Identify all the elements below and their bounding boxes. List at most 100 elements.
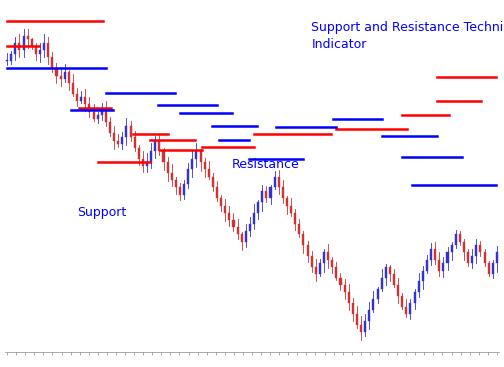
Bar [68,72,70,83]
Bar [212,177,214,188]
Bar [138,148,140,159]
Bar [10,54,12,61]
Bar [483,252,485,263]
Bar [434,249,436,260]
Bar [125,126,128,137]
Bar [352,303,354,314]
Bar [134,137,136,148]
Bar [19,43,21,50]
Bar [196,151,198,159]
Bar [340,278,342,285]
Bar [154,141,156,151]
Bar [55,68,57,76]
Bar [167,162,169,173]
Bar [27,36,29,39]
Bar [187,170,189,184]
Bar [232,220,234,227]
Bar [327,252,329,260]
Bar [224,206,226,213]
Bar [117,141,119,144]
Bar [475,245,477,256]
Bar [109,123,111,133]
Bar [422,270,424,281]
Bar [142,159,144,166]
Bar [93,112,95,119]
Text: Support: Support [77,206,126,219]
Bar [192,159,194,170]
Bar [220,198,222,206]
Bar [35,47,37,54]
Bar [364,321,366,332]
Bar [39,50,41,54]
Bar [492,263,494,274]
Bar [405,306,407,314]
Bar [471,256,473,263]
Bar [282,188,284,198]
Bar [286,198,288,206]
Bar [208,170,210,177]
Bar [97,115,99,119]
Bar [459,235,461,241]
Bar [64,72,66,79]
Bar [306,245,308,256]
Bar [348,292,350,303]
Bar [101,108,103,115]
Bar [43,43,45,50]
Bar [253,213,255,224]
Bar [344,285,346,292]
Bar [23,36,25,50]
Bar [376,288,379,299]
Bar [76,94,78,101]
Bar [113,133,115,141]
Bar [261,191,263,202]
Bar [430,249,432,260]
Bar [158,141,160,151]
Bar [278,177,280,188]
Bar [385,267,387,278]
Bar [183,184,185,195]
Bar [418,281,420,292]
Bar [310,256,312,267]
Bar [121,137,123,144]
Bar [72,83,74,94]
Bar [228,213,230,220]
Bar [479,245,481,252]
Bar [467,252,469,263]
Bar [51,58,53,68]
Bar [6,60,8,61]
Bar [130,126,132,137]
Bar [84,97,86,104]
Bar [241,235,243,241]
Bar [290,206,292,213]
Bar [298,224,300,235]
Bar [426,260,428,270]
Bar [175,180,177,188]
Bar [146,162,148,166]
Bar [393,274,395,285]
Bar [389,267,391,274]
Bar [47,43,49,58]
Bar [397,285,399,296]
Text: Support and Resistance Technical
Indicator: Support and Resistance Technical Indicat… [311,21,504,51]
Bar [266,191,268,198]
Bar [274,177,276,188]
Bar [463,241,465,252]
Bar [381,278,383,288]
Bar [447,252,449,263]
Bar [496,252,498,263]
Bar [105,108,107,123]
Bar [88,104,90,112]
Bar [162,151,164,162]
Bar [443,263,445,270]
Bar [488,263,490,274]
Bar [236,227,238,235]
Bar [14,43,16,54]
Bar [319,263,321,274]
Bar [216,188,218,198]
Bar [372,299,374,310]
Bar [414,292,416,303]
Bar [200,151,202,162]
Bar [204,162,206,170]
Bar [245,231,247,241]
Bar [294,213,296,224]
